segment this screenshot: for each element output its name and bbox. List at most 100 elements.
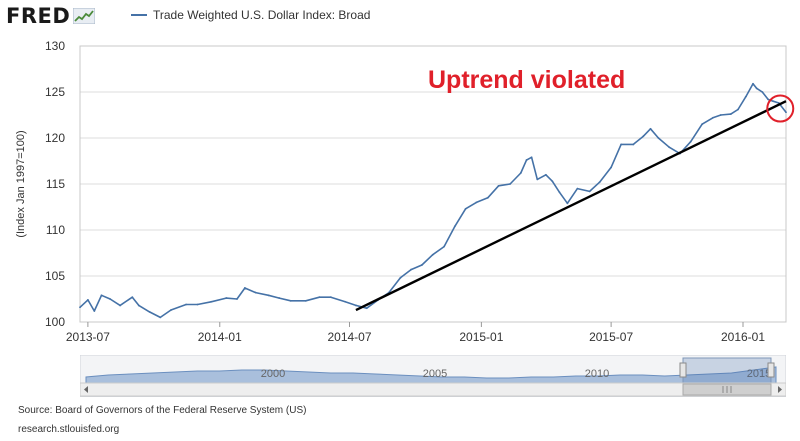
data-point <box>566 202 569 205</box>
data-point <box>236 298 238 300</box>
navigator-tick-label: 2005 <box>423 368 447 380</box>
data-point <box>701 123 704 126</box>
data-point <box>131 296 134 299</box>
data-point <box>137 304 140 307</box>
data-point <box>93 310 96 312</box>
data-point <box>544 173 547 176</box>
navigator-left-handle[interactable] <box>679 362 687 378</box>
data-point <box>410 268 413 271</box>
x-tick-label: 2013-07 <box>66 330 110 344</box>
data-point <box>344 300 347 303</box>
source-note: Source: Board of Governors of the Federa… <box>18 405 307 416</box>
violation-circle <box>766 94 795 123</box>
y-tick-label: 105 <box>45 269 65 283</box>
x-tick-label: 2016-01 <box>721 330 765 344</box>
y-tick-label: 115 <box>46 177 65 191</box>
data-point <box>530 156 533 159</box>
data-point <box>329 296 332 299</box>
data-point <box>289 299 292 302</box>
data-point <box>668 146 671 149</box>
data-point <box>785 111 787 114</box>
data-point <box>365 307 368 310</box>
data-point <box>225 297 228 299</box>
data-point <box>355 304 357 307</box>
x-tick-label: 2015-07 <box>589 330 633 344</box>
data-point <box>610 166 613 169</box>
legend-swatch <box>131 14 147 16</box>
annotation-text: Uptrend violated <box>428 66 625 94</box>
y-axis-label: (Index Jan 1997=100) <box>15 130 27 237</box>
navigator-tick-label: 2000 <box>261 368 285 380</box>
data-point <box>254 291 257 294</box>
chart-legend[interactable]: Trade Weighted U.S. Dollar Index: Broad <box>131 8 370 22</box>
x-tick-label: 2014-07 <box>327 330 371 344</box>
x-tick-label: 2014-01 <box>198 330 242 344</box>
data-point <box>185 303 187 306</box>
data-point <box>729 113 732 115</box>
data-point <box>318 296 321 299</box>
data-point <box>620 143 623 146</box>
data-point <box>278 297 281 299</box>
data-point <box>519 172 522 174</box>
data-point <box>148 310 151 313</box>
data-point <box>744 95 747 98</box>
data-point <box>453 225 456 228</box>
data-point <box>558 191 561 194</box>
data-point <box>443 245 446 248</box>
navigator-tick-label: 2010 <box>585 368 609 380</box>
data-point <box>719 114 722 116</box>
data-point <box>711 116 714 119</box>
y-tick-label: 100 <box>45 315 65 329</box>
line-chart: 100 105 110 115 120 125 130 2013-07 2014-01 2014-… <box>15 39 795 344</box>
data-point <box>772 100 774 103</box>
scroll-right-arrow-icon[interactable] <box>778 386 782 393</box>
y-tick-label: 120 <box>45 131 65 145</box>
data-point <box>497 184 500 187</box>
data-point <box>642 135 645 138</box>
data-point <box>657 137 660 139</box>
data-point <box>464 207 467 210</box>
data-point <box>752 82 754 85</box>
data-point <box>486 196 489 199</box>
data-point <box>755 87 758 90</box>
data-point <box>119 304 122 307</box>
data-point <box>588 190 591 193</box>
data-point <box>109 298 112 300</box>
data-point <box>475 201 478 204</box>
data-point <box>509 183 511 185</box>
data-point <box>761 91 764 93</box>
range-navigator[interactable]: 2000 2005 2010 2015 <box>80 355 786 397</box>
navigator-right-handle[interactable] <box>767 362 775 378</box>
data-point <box>196 303 199 306</box>
data-point <box>210 300 213 303</box>
data-point <box>86 299 89 301</box>
data-point <box>100 294 103 297</box>
data-point <box>267 294 270 297</box>
x-tick-label: 2015-01 <box>459 330 503 344</box>
data-point <box>243 287 246 289</box>
fred-logo: FRED <box>6 4 96 28</box>
navigator-selection[interactable] <box>682 357 772 384</box>
site-link[interactable]: research.stlouisfed.org <box>18 424 120 435</box>
data-point <box>767 98 769 101</box>
data-point <box>170 309 172 311</box>
series-line <box>79 82 787 319</box>
y-tick-label: 110 <box>46 223 65 237</box>
data-point <box>632 143 635 146</box>
data-point <box>431 253 434 256</box>
y-tick-label: 130 <box>45 39 65 53</box>
data-point <box>304 299 307 302</box>
data-point <box>598 181 601 184</box>
navigator-scrollbar-track[interactable] <box>80 382 786 397</box>
legend-label: Trade Weighted U.S. Dollar Index: Broad <box>153 8 371 22</box>
data-point <box>399 276 402 279</box>
data-point <box>576 187 579 190</box>
navigator-tick-label: 2015 <box>747 368 771 380</box>
scroll-left-arrow-icon[interactable] <box>84 386 88 393</box>
fred-logo-text: FRED <box>6 4 71 28</box>
data-point <box>79 306 81 309</box>
fred-chart-icon <box>73 8 96 24</box>
data-point <box>551 180 554 183</box>
plot-border <box>79 45 787 323</box>
trendline <box>355 100 787 312</box>
